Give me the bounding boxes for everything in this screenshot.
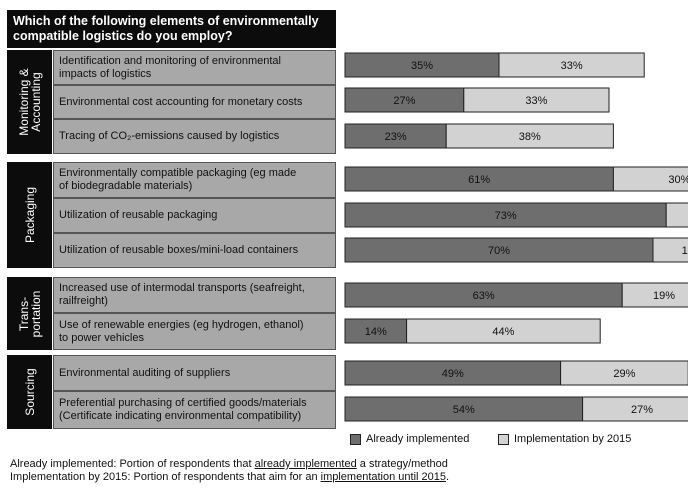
data-label-implementation-2015: 33% — [525, 95, 547, 107]
bar-implementation-2015 — [445, 123, 614, 149]
data-label-implementation-2015: 27% — [631, 404, 653, 416]
legend-swatch-light — [498, 433, 509, 445]
bar-already-implemented — [344, 318, 408, 344]
row-label-line1: Environmental cost accounting for moneta… — [59, 95, 303, 108]
footnote-implementation-2015: Implementation by 2015: Portion of respo… — [10, 471, 449, 483]
row-label-line1: Preferential purchasing of certified goo… — [59, 397, 307, 409]
bar-already-implemented — [344, 52, 500, 78]
data-label-already-implemented: 14% — [365, 326, 387, 338]
note-text: a strategy/method — [356, 458, 448, 470]
data-label-already-implemented: 54% — [453, 404, 475, 416]
group-label-packaging: Packaging — [7, 162, 52, 268]
bar-already-implemented — [344, 202, 667, 228]
bar-already-implemented — [344, 360, 562, 386]
note-text: Implementation by 2015: Portion of respo… — [10, 471, 321, 483]
row-label: Environmental cost accounting for moneta… — [53, 85, 336, 119]
group-label-sourcing: Sourcing — [7, 355, 52, 429]
row-label-line2: to power vehicles — [59, 331, 144, 344]
group-label-monitoring-accounting: Monitoring & Accounting — [7, 50, 52, 154]
bar-implementation-2015 — [498, 52, 645, 78]
chart-title: Which of the following elements of envir… — [7, 10, 336, 48]
data-label-implementation-2015: 30% — [668, 174, 688, 186]
data-label-already-implemented: 73% — [495, 210, 517, 222]
row-label-line2: impacts of logistics — [59, 67, 152, 80]
data-label-already-implemented: 27% — [393, 95, 415, 107]
data-label-already-implemented: 49% — [442, 368, 464, 380]
bar-implementation-2015 — [406, 318, 601, 344]
row-label-line2: (Certificate indicating environmental co… — [59, 410, 302, 422]
data-label-implementation-2015: 19% — [653, 290, 675, 302]
row-label-line1: Environmentally compatible packaging (eg… — [59, 167, 297, 179]
bar-implementation-2015 — [621, 282, 688, 308]
chart-title-line1: Which of the following elements of envir… — [13, 14, 319, 28]
row-label: Preferential purchasing of certified goo… — [53, 391, 336, 429]
bar-already-implemented — [344, 87, 465, 113]
data-label-already-implemented: 70% — [488, 245, 510, 257]
legend-label: Implementation by 2015 — [514, 433, 632, 445]
row-label: Tracing of CO₂-emissions caused by logis… — [53, 119, 336, 154]
bar-implementation-2015 — [652, 237, 688, 263]
data-label-already-implemented: 23% — [385, 131, 407, 143]
bar-already-implemented — [344, 237, 654, 263]
data-label-already-implemented: 63% — [473, 290, 495, 302]
data-label-implementation-2015: 44% — [492, 326, 514, 338]
row-label-line2: railfreight) — [59, 295, 108, 307]
note-text-underlined: implementation until 2015 — [320, 471, 446, 483]
note-text-underlined: already implemented — [254, 458, 357, 470]
row-label: Identification and monitoring of environ… — [53, 50, 336, 85]
bar-implementation-2015 — [582, 396, 688, 422]
row-label: Utilization of reusable boxes/mini-load … — [53, 233, 336, 268]
row-label-line1: Utilization of reusable packaging — [59, 209, 218, 221]
bar-implementation-2015 — [560, 360, 688, 386]
row-label-line1: Environmental auditing of suppliers — [59, 366, 231, 379]
row-label-line1: Identification and monitoring of environ… — [59, 54, 281, 67]
data-label-already-implemented: 61% — [468, 174, 490, 186]
data-label-implementation-2015: 33% — [561, 60, 583, 72]
chart-title-line2: compatible logistics do you employ? — [13, 29, 233, 43]
bar-already-implemented — [344, 166, 614, 192]
row-label: Utilization of reusable packaging — [53, 198, 336, 233]
bar-already-implemented — [344, 282, 623, 308]
row-label: Use of renewable energies (eg hydrogen, … — [53, 313, 336, 350]
row-label-line1: Use of renewable energies (eg hydrogen, … — [59, 318, 304, 331]
group-label-transportation: Trans-portation — [7, 277, 52, 350]
legend-swatch-dark — [350, 433, 361, 445]
legend-item-implementation-2015: Implementation by 2015 — [498, 433, 631, 445]
data-label-implementation-2015: 18% — [682, 245, 688, 257]
bar-implementation-2015 — [665, 202, 688, 228]
note-text: . — [446, 471, 450, 483]
row-label-line1: Tracing of CO₂-emissions caused by logis… — [59, 130, 280, 142]
row-label: Environmental auditing of suppliers — [53, 355, 336, 391]
data-label-already-implemented: 35% — [411, 60, 433, 72]
legend-label: Already implemented — [366, 433, 470, 445]
row-label-line1: Increased use of intermodal transports (… — [59, 282, 305, 294]
data-label-implementation-2015: 38% — [519, 131, 541, 143]
data-label-implementation-2015: 29% — [613, 368, 635, 380]
bar-already-implemented — [344, 123, 447, 149]
bar-implementation-2015 — [612, 166, 688, 192]
footnote-already-implemented: Already implemented: Portion of responde… — [10, 458, 448, 470]
row-label: Environmentally compatible packaging (eg… — [53, 162, 336, 198]
row-label-line2: of biodegradable materials) — [59, 180, 193, 192]
row-label-line1: Utilization of reusable boxes/mini-load … — [59, 244, 299, 256]
legend-item-already-implemented: Already implemented — [350, 433, 469, 445]
note-text: Already implemented: Portion of responde… — [10, 458, 255, 470]
bar-implementation-2015 — [463, 87, 610, 113]
row-label: Increased use of intermodal transports (… — [53, 277, 336, 313]
bar-already-implemented — [344, 396, 584, 422]
